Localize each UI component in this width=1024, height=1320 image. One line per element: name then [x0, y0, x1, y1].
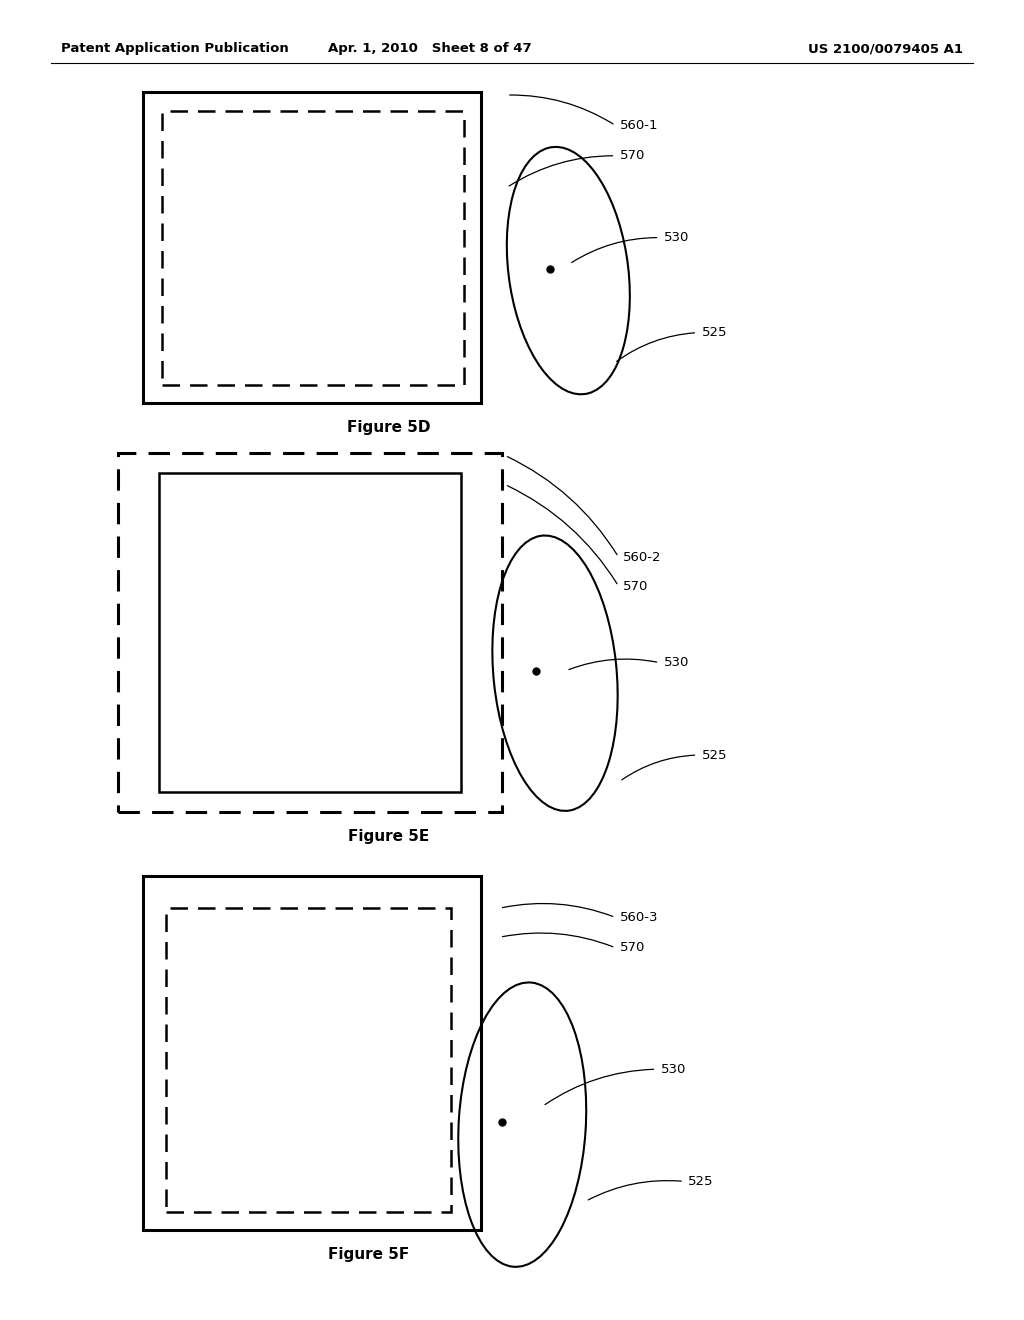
Text: Apr. 1, 2010   Sheet 8 of 47: Apr. 1, 2010 Sheet 8 of 47 — [329, 42, 531, 55]
Bar — [118, 453, 502, 812]
Bar — [159, 473, 461, 792]
Text: 570: 570 — [623, 579, 648, 593]
Text: 560-2: 560-2 — [623, 550, 662, 564]
Bar — [166, 908, 451, 1212]
Text: 525: 525 — [701, 326, 727, 339]
Text: Patent Application Publication: Patent Application Publication — [61, 42, 289, 55]
Text: 560-1: 560-1 — [620, 119, 658, 132]
Text: 570: 570 — [620, 941, 645, 954]
Bar — [143, 876, 481, 1230]
Text: 530: 530 — [660, 1063, 686, 1076]
Text: Figure 5E: Figure 5E — [348, 829, 430, 843]
Text: Figure 5F: Figure 5F — [328, 1247, 410, 1262]
Text: 530: 530 — [664, 656, 689, 669]
Bar — [162, 111, 464, 385]
Text: 525: 525 — [688, 1175, 714, 1188]
Bar — [143, 92, 481, 403]
Text: 525: 525 — [701, 748, 727, 762]
Text: US 2100/0079405 A1: US 2100/0079405 A1 — [808, 42, 963, 55]
Text: 560-3: 560-3 — [620, 911, 658, 924]
Text: 530: 530 — [664, 231, 689, 244]
Text: 570: 570 — [620, 149, 645, 162]
Text: Figure 5D: Figure 5D — [347, 420, 431, 434]
